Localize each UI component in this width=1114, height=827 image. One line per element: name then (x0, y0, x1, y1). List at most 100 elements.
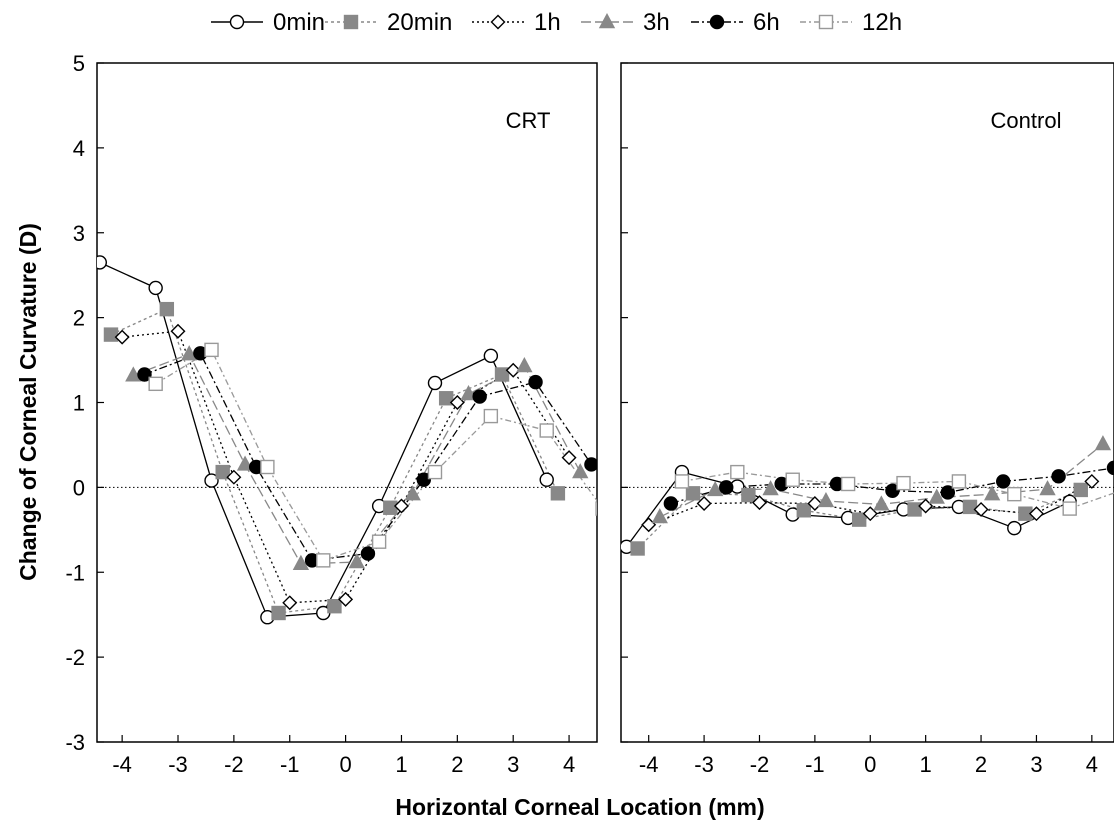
data-point (663, 496, 679, 511)
data-point (641, 517, 657, 533)
data-point (371, 534, 387, 549)
legend-label: 6h (753, 9, 780, 36)
data-point (851, 512, 867, 527)
data-point (1007, 486, 1022, 502)
data-point (719, 480, 734, 495)
data-point (338, 591, 354, 607)
panel-crt: -4 -3 -2 -1 0 1 2 3 4 5 4 3 2 1 0 -1 -2 -3 CRT (65, 51, 598, 777)
data-point (449, 395, 465, 410)
data-point (561, 450, 577, 466)
y-tick-label: 0 (73, 475, 85, 500)
data-point (709, 14, 725, 30)
data-point (962, 499, 978, 515)
legend-label: 3h (643, 9, 670, 36)
x-tick-label: 4 (563, 752, 575, 777)
panel-label: CRT (506, 108, 551, 133)
data-point (550, 486, 566, 501)
data-point (539, 472, 554, 487)
data-point (1106, 460, 1114, 476)
legend-label: 0min (273, 9, 325, 36)
data-point (327, 599, 342, 614)
series-line-12h (155, 348, 597, 562)
legend: 0min 20min 1h 3h 6h 12h (211, 9, 902, 36)
legend-item-6h: 6h (691, 9, 780, 36)
y-axis-title: Change of Corneal Curvature (D) (15, 223, 41, 581)
y-tick-label: 4 (73, 136, 85, 161)
data-point (696, 496, 712, 511)
data-point (516, 357, 533, 373)
x-tick-label: 1 (395, 752, 407, 777)
data-point (940, 485, 956, 500)
data-point (404, 485, 421, 501)
data-point (741, 487, 756, 503)
data-point (148, 280, 163, 296)
x-tick-label: -2 (750, 752, 770, 777)
data-point (1007, 520, 1022, 536)
data-point (114, 329, 130, 345)
data-point (490, 14, 506, 30)
x-tick-label: 4 (1086, 752, 1098, 777)
data-point (706, 480, 724, 497)
x-tick-label: -1 (280, 752, 300, 777)
y-tick-label: 5 (73, 51, 85, 76)
data-point (416, 472, 432, 487)
data-point (885, 483, 900, 498)
x-tick-label: 3 (1030, 752, 1042, 777)
series-line-6h (144, 352, 592, 562)
data-point (383, 500, 398, 515)
data-point (685, 486, 701, 501)
data-point (818, 14, 834, 30)
data-point (348, 553, 365, 569)
data-point (215, 464, 230, 480)
legend-label: 1h (534, 9, 561, 36)
data-point (472, 389, 487, 404)
data-point (730, 464, 745, 480)
data-point (427, 375, 443, 391)
data-point (427, 464, 443, 480)
data-point (204, 473, 219, 488)
legend-item-12h: 12h (800, 9, 902, 36)
data-point (572, 463, 589, 479)
data-point (292, 554, 310, 570)
legend-item-20min: 20min (325, 9, 452, 36)
data-point (148, 376, 163, 392)
data-point (260, 459, 275, 475)
data-point (505, 362, 521, 378)
data-point (862, 506, 878, 522)
data-point (598, 13, 616, 29)
data-point (226, 469, 242, 485)
y-tick-label: 2 (73, 306, 85, 331)
y-tick-label: -1 (65, 560, 85, 585)
data-point (343, 14, 359, 30)
x-tick-label: -4 (112, 752, 132, 777)
data-point (1073, 482, 1088, 498)
data-point (159, 301, 175, 317)
data-point (1039, 480, 1056, 496)
data-point (751, 495, 767, 511)
x-tick-label: 1 (920, 752, 932, 777)
x-tick-label: -1 (805, 752, 825, 777)
data-point (97, 255, 107, 270)
data-point (316, 553, 331, 568)
series-line-12h (681, 471, 1114, 510)
data-point (393, 498, 409, 514)
data-point (785, 472, 800, 487)
data-point (204, 342, 219, 358)
data-point (125, 366, 142, 382)
x-tick-label: -3 (694, 752, 714, 777)
y-tick-label: -2 (65, 645, 85, 670)
data-point (1062, 501, 1077, 516)
data-point (438, 391, 454, 406)
data-point (170, 323, 186, 339)
data-point (796, 503, 811, 518)
x-tick-label: -3 (168, 752, 188, 777)
y-tick-label: -3 (65, 730, 85, 755)
data-point (651, 508, 668, 524)
data-point (817, 491, 835, 508)
data-point (840, 476, 856, 492)
x-tick-label: 2 (975, 752, 987, 777)
panel-frame (620, 62, 1114, 743)
x-tick-label: 0 (339, 752, 351, 777)
data-point (1084, 473, 1100, 489)
data-point (951, 474, 967, 489)
